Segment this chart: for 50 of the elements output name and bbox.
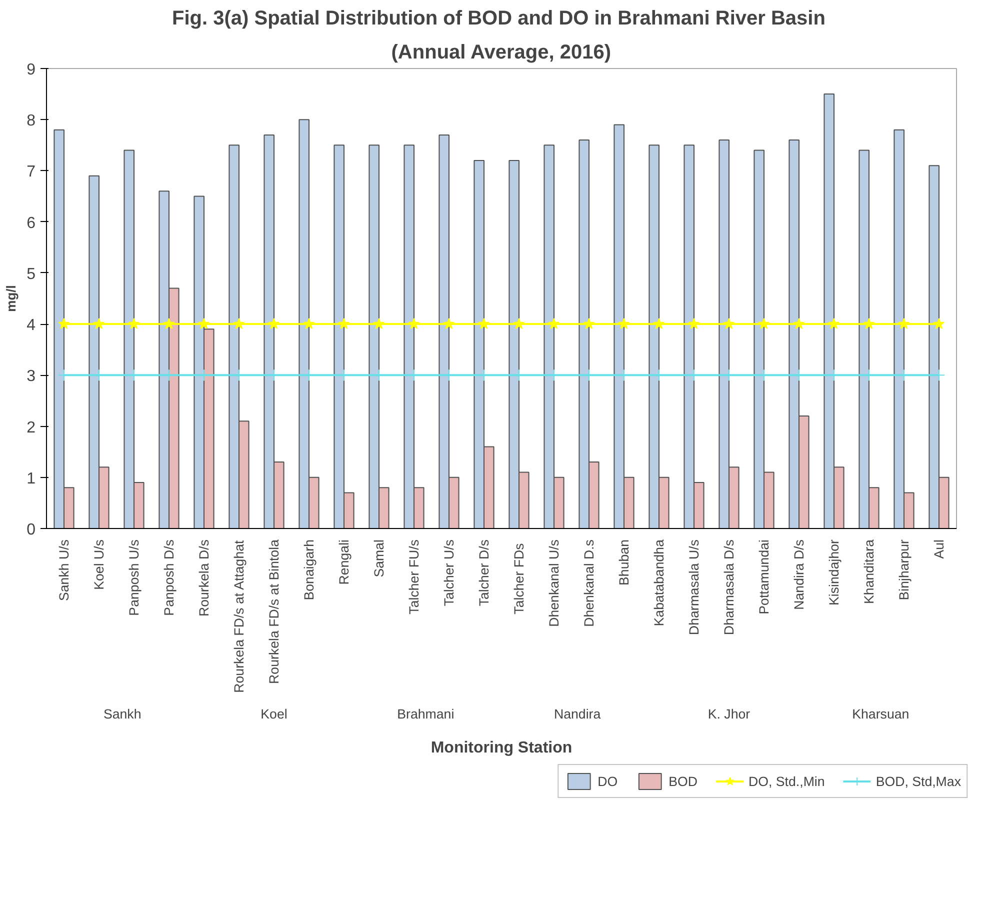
text: Koel: [260, 706, 288, 722]
text: Sankh: [103, 706, 142, 722]
x-tick-label: Panposh U/s: [126, 539, 142, 616]
x-tick-label: Dharmasala U/s: [686, 539, 702, 636]
y-tick-label: 5: [26, 266, 36, 283]
x-tick-label: Talcher U/s: [442, 539, 456, 606]
y-tick-label: 6: [26, 214, 36, 232]
y-axis-title: mg/l: [4, 285, 19, 312]
x-tick-label: Kisindajhor: [826, 538, 842, 606]
y-tick-label: 3: [26, 368, 36, 386]
y-tick-label: 7: [26, 164, 36, 181]
x-tick-label: Samal: [372, 539, 386, 578]
legend-label: DO: [598, 774, 618, 788]
x-tick-label: Talcher D/s: [476, 539, 492, 606]
y-tick-label: 2: [26, 419, 36, 436]
x-tick-label: Aul: [932, 539, 946, 559]
x-tick-label: Talcher FU/s: [406, 539, 422, 614]
x-tick-label: Rourkela D/s: [196, 539, 212, 617]
y-tick-label: 1: [26, 470, 36, 488]
x-tick-label: Khanditara: [862, 538, 876, 604]
x-tick-label: Koel U/s: [92, 539, 106, 590]
y-tick-label: 4: [26, 317, 36, 334]
y-tick-label: 8: [26, 112, 36, 130]
text: Brahmani: [397, 706, 454, 722]
chart-title: Fig. 3(a) Spatial Distribution of BOD and DO in Brahmani River Basin: [172, 8, 826, 30]
text: K. Jhor: [708, 706, 751, 722]
y-tick-label: 0: [26, 522, 36, 538]
x-tick-label: Nandira D/s: [792, 539, 806, 610]
x-tick-label: Rourkela FD/s at Bintola: [266, 538, 282, 684]
x-tick-label: Bhuban: [616, 540, 632, 586]
chart-subtitle: (Annual Average, 2016): [391, 42, 611, 64]
x-tick-label: Dhenkanal U/s: [546, 539, 562, 627]
x-tick-label: Pottamundai: [756, 539, 772, 614]
x-tick-label: Rourkela FD/s at Attaghat: [232, 540, 246, 693]
x-tick-label: Binjharpur: [896, 538, 912, 600]
x-tick-label: Talcher FDs: [512, 542, 526, 614]
x-tick-label: Rengali: [336, 539, 352, 585]
x-tick-label: Sankh U/s: [56, 539, 72, 601]
text: Kharsuan: [852, 706, 910, 722]
x-tick-label: Bonaigarh: [302, 540, 316, 600]
legend-label: DO, Std.,Min: [748, 774, 825, 788]
x-tick-label: Panposh D/s: [162, 539, 176, 616]
text: Nandira: [554, 706, 602, 722]
legend-label: BOD: [668, 774, 698, 788]
legend-label: BOD, Std,Max: [876, 774, 961, 788]
y-tick-label: 9: [26, 62, 36, 78]
x-tick-label: Dharmasala D/s: [722, 539, 736, 636]
x-tick-label: Kabatabandha: [652, 538, 666, 626]
x-tick-label: Dhenkanal D.s: [582, 539, 596, 627]
x-axis-title: Monitoring Station: [430, 740, 572, 756]
